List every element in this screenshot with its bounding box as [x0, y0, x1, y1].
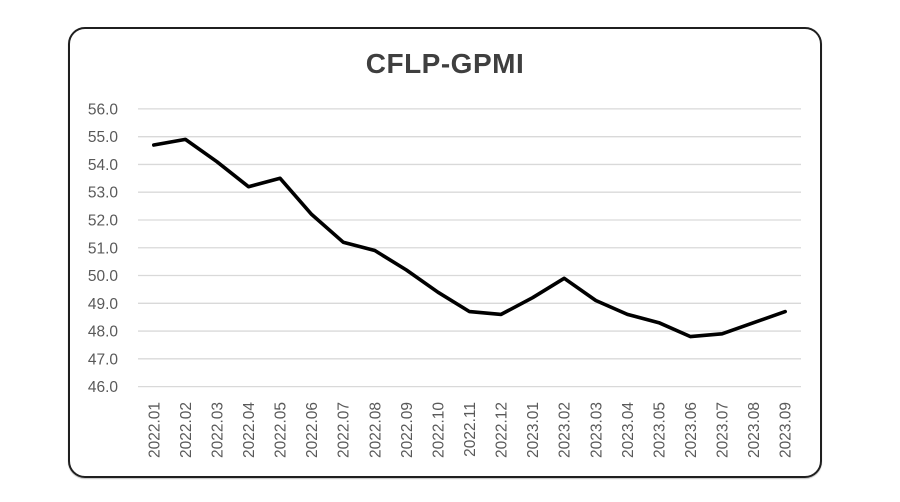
chart-title: CFLP-GPMI: [365, 48, 525, 79]
chart-card: CFLP-GPMI: [68, 27, 822, 478]
